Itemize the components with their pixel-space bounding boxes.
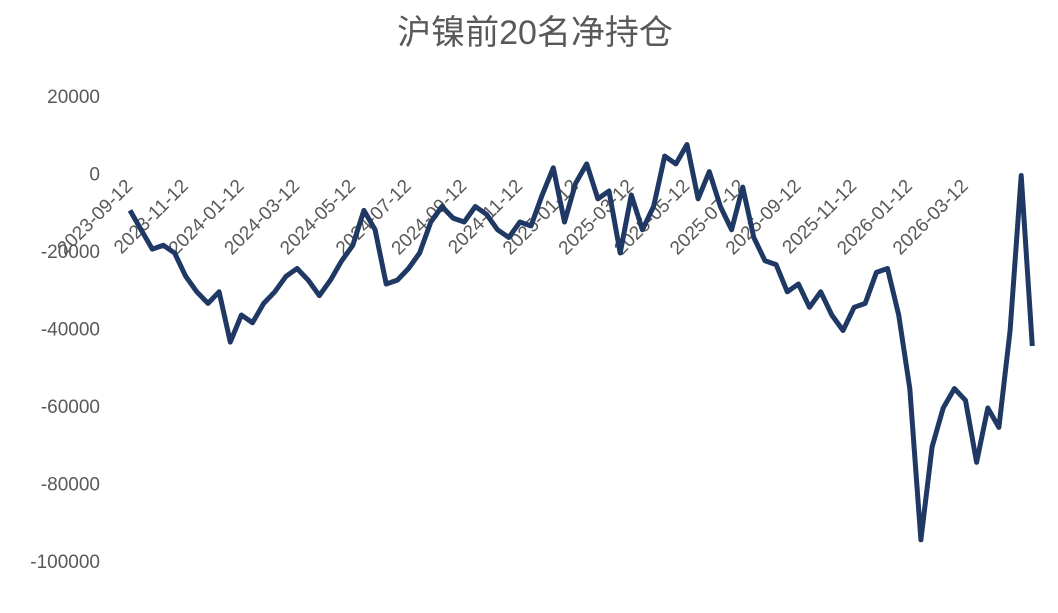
y-tick-label: -60000 — [41, 397, 100, 418]
y-tick-label: -80000 — [41, 475, 100, 496]
chart-title: 沪镍前20名净持仓 — [397, 14, 673, 52]
y-tick-label: 20000 — [47, 87, 100, 108]
line — [127, 142, 1035, 543]
y-tick-label: -40000 — [41, 320, 100, 341]
y-tick-label: -20000 — [41, 242, 100, 263]
y-tick-label: 0 — [89, 165, 100, 186]
y-tick-label: -100000 — [30, 552, 100, 573]
